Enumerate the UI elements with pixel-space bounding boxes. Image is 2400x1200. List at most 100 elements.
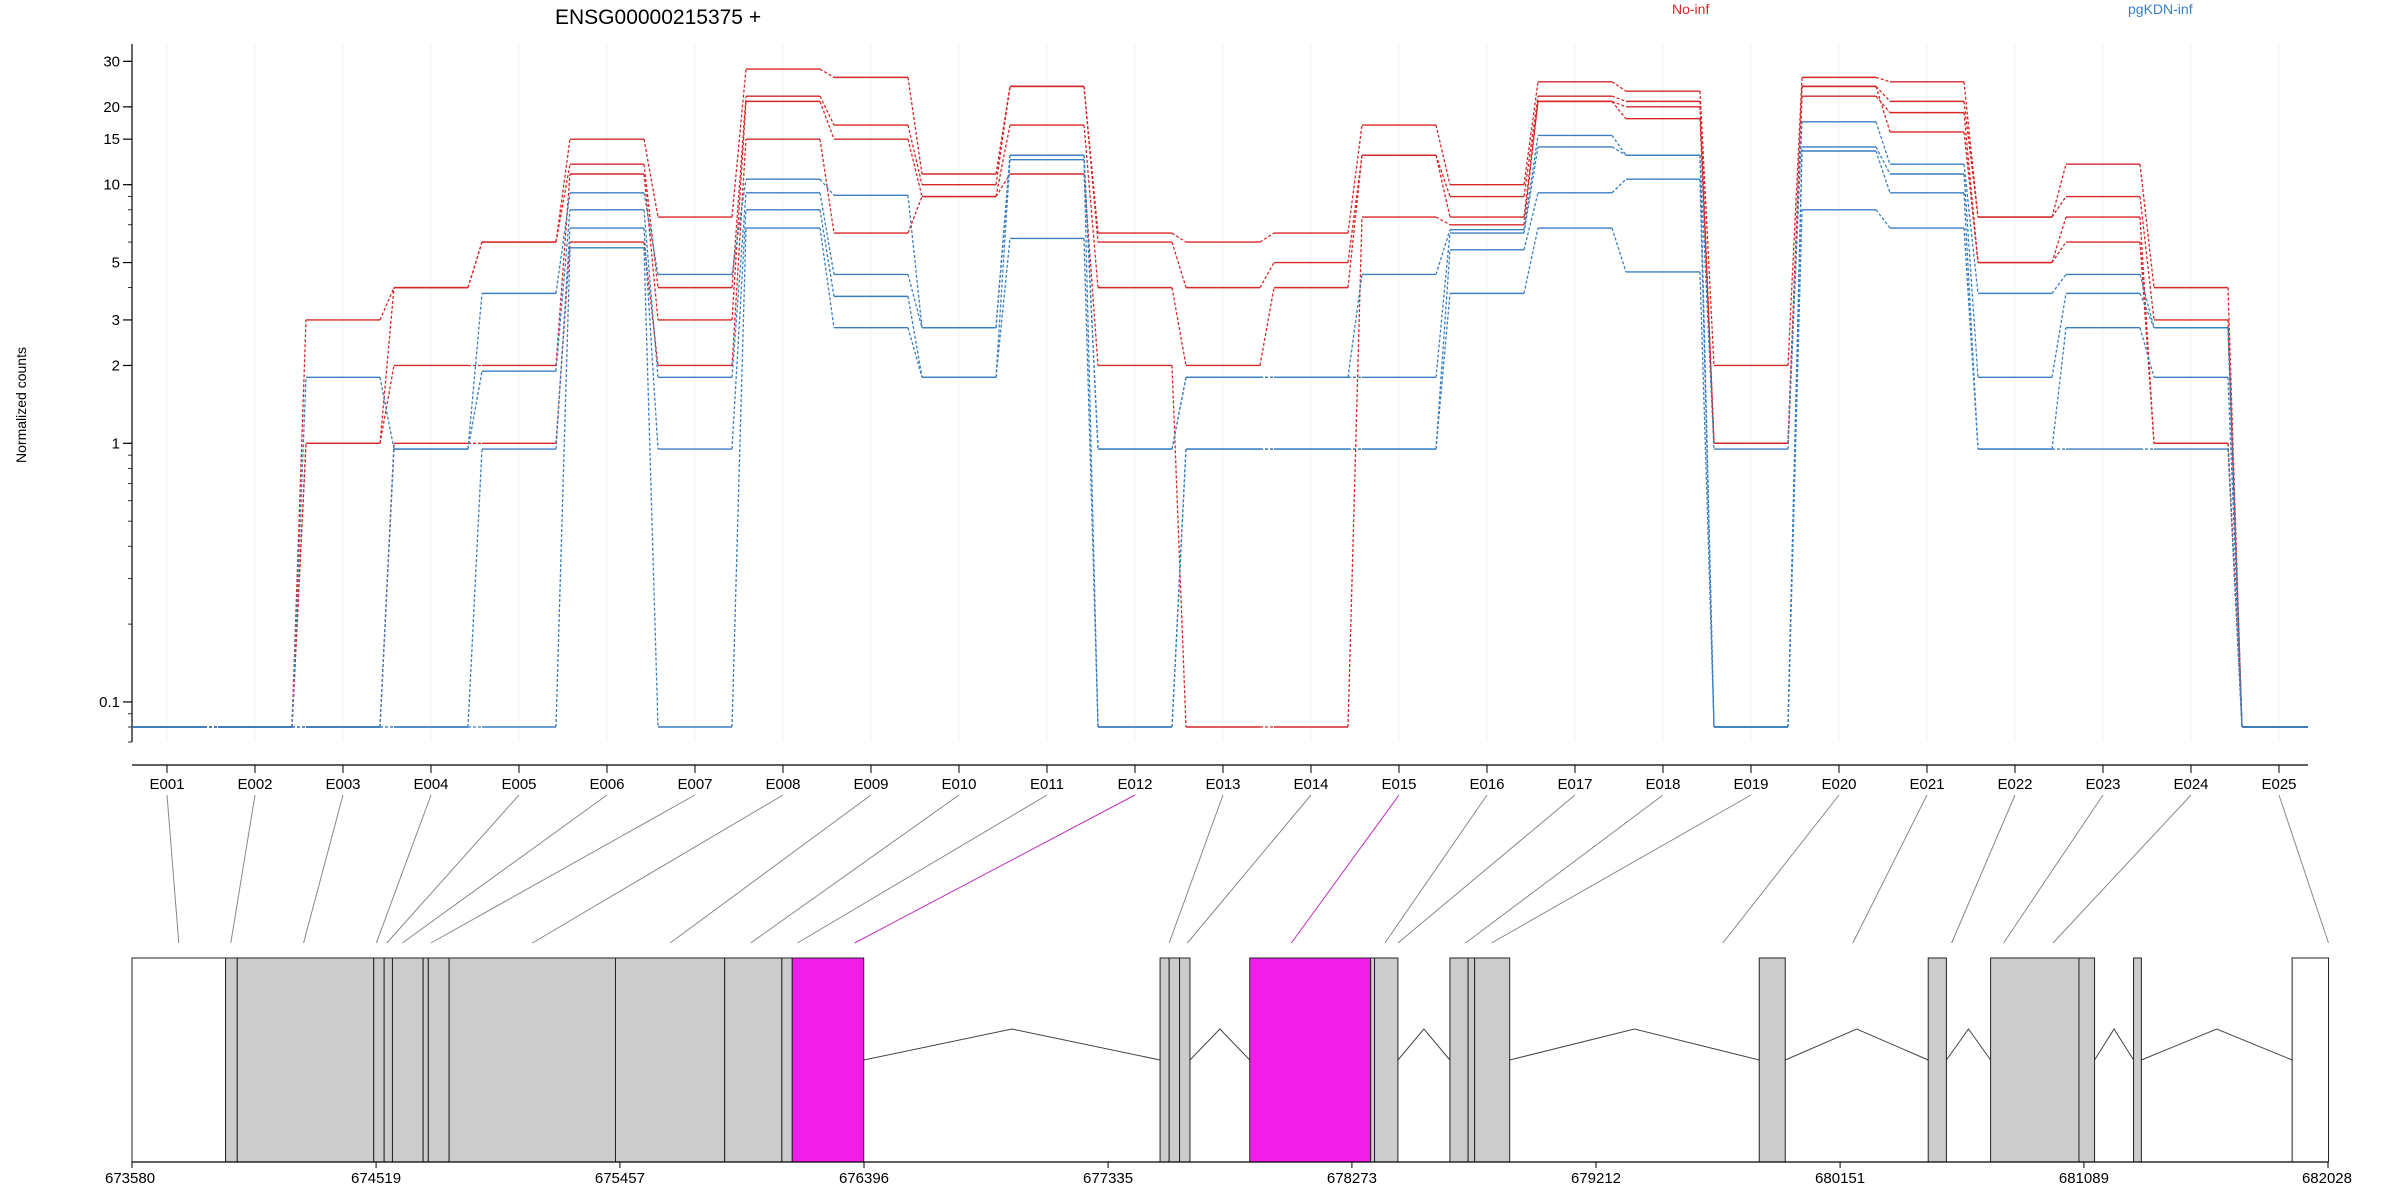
series-line	[132, 121, 2308, 728]
series-link	[379, 449, 395, 728]
y-tick-label: 30	[103, 53, 120, 70]
exon-block	[391, 957, 424, 1163]
x-tick-label: E011	[1030, 776, 1064, 793]
series-link	[731, 228, 747, 728]
y-tick-label: 10	[103, 177, 120, 194]
series-link	[1963, 227, 1979, 450]
series-link	[995, 124, 1011, 197]
exon-connector	[375, 794, 432, 944]
series-link	[2139, 216, 2155, 444]
exon-connector	[1186, 794, 1312, 944]
series-link	[2227, 377, 2243, 728]
series-link	[1259, 287, 1275, 366]
series-link	[1787, 209, 1803, 728]
genomic-tick-label: 675457	[595, 1170, 645, 1187]
series-link	[555, 164, 571, 243]
x-tick-label: E022	[1997, 776, 2032, 793]
exon-block	[236, 957, 375, 1163]
series-link	[819, 178, 835, 196]
gene-model	[131, 957, 2330, 1163]
series-link	[1171, 377, 1187, 450]
exon-connector	[797, 794, 1048, 944]
exon-block	[1467, 957, 1476, 1163]
intron-line	[1785, 1028, 1929, 1061]
series-line	[132, 150, 2308, 728]
x-tick-label: E021	[1909, 776, 1944, 793]
x-axis: E001 E002 E003 E004 E005 E006 E007 E008 E009 E010…	[132, 764, 2308, 793]
intron-line	[863, 1028, 1161, 1061]
series-link	[1083, 159, 1099, 728]
x-tick-label: E016	[1469, 776, 1504, 793]
series-link	[907, 327, 923, 378]
series-link	[1963, 101, 1979, 218]
exon-block	[1370, 957, 1376, 1163]
exon-connector	[1465, 794, 1664, 944]
series-link	[907, 296, 923, 378]
series-link	[1347, 274, 1363, 378]
genomic-tick-label: 682028	[2302, 1170, 2352, 1187]
series-link	[1171, 449, 1187, 728]
y-tick-label: 15	[103, 131, 120, 148]
series-link	[1435, 124, 1451, 185]
series-link	[731, 192, 747, 378]
x-tick-label: E006	[589, 776, 624, 793]
x-tick-label: E013	[1205, 776, 1240, 793]
series-link	[1171, 232, 1187, 243]
series-link	[2051, 216, 2067, 263]
exon-block	[1990, 957, 2080, 1163]
series-link	[819, 209, 835, 297]
series-link	[643, 227, 659, 450]
series-link	[555, 139, 571, 243]
series-link	[1787, 86, 1803, 444]
series-link	[2227, 449, 2243, 728]
series-line	[132, 85, 2308, 728]
series-link	[1083, 238, 1099, 728]
exon-connector	[1384, 794, 1488, 944]
exon-block	[427, 957, 450, 1163]
x-tick-label: E017	[1557, 776, 1592, 793]
series-link	[1699, 118, 1715, 444]
series-link	[907, 124, 923, 185]
series-link	[1347, 216, 1363, 728]
series-link	[379, 287, 395, 321]
x-tick-label: E009	[853, 776, 888, 793]
genomic-tick-label: 674519	[351, 1170, 401, 1187]
series-line	[132, 209, 2308, 728]
series-link	[555, 209, 571, 372]
series-link	[731, 139, 747, 366]
series-link	[1083, 86, 1099, 234]
series-link	[2051, 327, 2067, 450]
series-link	[2051, 293, 2067, 378]
series-link	[1523, 146, 1539, 234]
series-link	[907, 139, 923, 197]
exon-connector	[230, 794, 256, 944]
x-tick-label: E018	[1645, 776, 1680, 793]
series-link	[1875, 121, 1891, 165]
genomic-tick-label: 676396	[839, 1170, 889, 1187]
exon-block	[1758, 957, 1786, 1163]
series-link	[555, 192, 571, 294]
exon-connector	[1168, 794, 1224, 944]
genomic-tick-label: 678273	[1327, 1170, 1377, 1187]
series-link	[1611, 100, 1627, 108]
series-link	[1259, 262, 1275, 288]
exon-block	[2078, 957, 2096, 1163]
series-link	[291, 377, 307, 728]
y-tick-label: 20	[103, 99, 120, 116]
series-link	[995, 238, 1011, 378]
series-link	[819, 139, 835, 234]
intron-line	[2094, 1028, 2134, 1061]
series-link	[731, 179, 747, 275]
series-link	[2139, 196, 2155, 321]
utr-block	[2291, 957, 2330, 1163]
series-link	[1699, 179, 1715, 728]
series-link	[643, 209, 659, 378]
series-link	[643, 173, 659, 320]
highlighted-exon	[1249, 957, 1372, 1163]
exon-connector	[386, 794, 520, 944]
x-tick-label: E001	[149, 776, 184, 793]
series-link	[731, 96, 747, 288]
series-link	[1787, 77, 1803, 366]
exon-connector	[1397, 794, 1576, 944]
series-link	[1523, 81, 1539, 185]
